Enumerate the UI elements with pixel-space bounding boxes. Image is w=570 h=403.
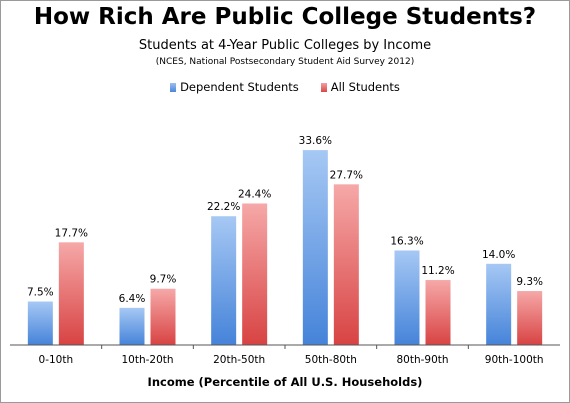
data-label-dependent-4: 16.3% [390,235,423,247]
data-label-all-0: 17.7% [55,227,88,239]
data-label-all-5: 9.3% [516,276,543,288]
data-label-dependent-3: 33.6% [299,135,332,147]
bar-all-0 [58,242,84,345]
x-tick-label-2: 20th-50th [213,354,265,366]
legend: Dependent Students All Students [0,80,570,94]
x-axis-label: Income (Percentile of All U.S. Household… [147,375,423,389]
data-label-dependent-0: 7.5% [27,287,54,299]
bar-dependent-3 [302,150,328,345]
legend-swatch-all [320,82,327,92]
legend-item-dependent: Dependent Students [170,80,299,94]
data-label-dependent-2: 22.2% [207,201,240,213]
bar-all-2 [242,203,268,345]
data-label-all-2: 24.4% [238,188,271,200]
bar-dependent-5 [486,263,512,345]
x-tick-label-0: 0-10th [39,354,74,366]
bar-dependent-2 [211,216,237,345]
legend-label-dependent: Dependent Students [180,80,299,94]
bar-dependent-4 [394,250,420,345]
data-label-dependent-5: 14.0% [482,249,515,261]
legend-item-all: All Students [320,80,400,94]
data-label-all-4: 11.2% [421,265,454,277]
bar-all-3 [333,184,359,345]
x-tick-label-1: 10th-20th [121,354,173,366]
bar-dependent-0 [27,301,53,345]
x-tick-label-5: 90th-100th [485,354,544,366]
chart-title: How Rich Are Public College Students? [33,4,537,30]
legend-swatch-dependent [170,82,177,92]
chart-source: (NCES, National Postsecondary Student Ai… [155,57,415,67]
x-tick-label-4: 80th-90th [396,354,448,366]
bar-all-1 [150,288,176,345]
legend-label-all: All Students [330,80,400,94]
data-label-all-1: 9.7% [150,274,177,286]
bar-all-5 [517,291,543,345]
bar-dependent-1 [119,307,145,345]
bar-all-4 [425,280,451,345]
data-label-dependent-1: 6.4% [119,293,146,305]
chart-subtitle: Students at 4-Year Public Colleges by In… [138,38,432,53]
data-label-all-3: 27.7% [330,169,363,181]
x-tick-label-3: 50th-80th [305,354,357,366]
